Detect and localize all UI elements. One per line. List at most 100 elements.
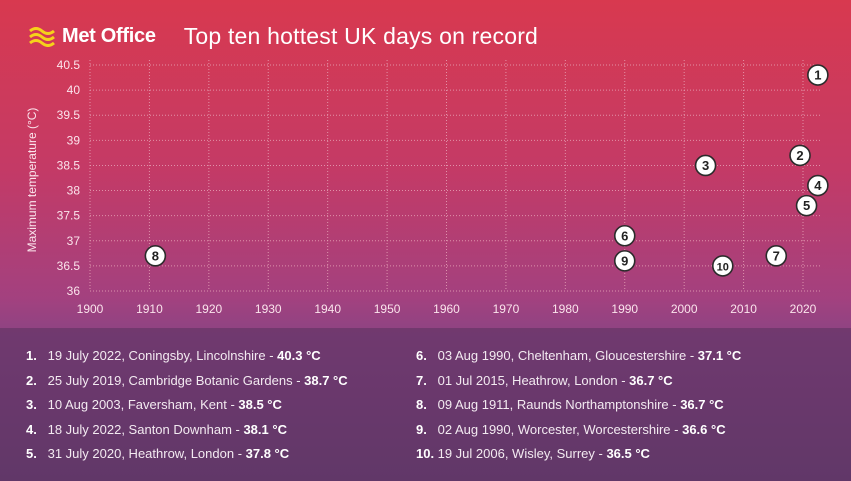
x-tick-label: 1930 xyxy=(255,302,282,316)
legend-item-text: 18 July 2022, Santon Downham - xyxy=(44,421,244,437)
data-point: 10 xyxy=(711,255,734,277)
y-tick-label: 38.5 xyxy=(57,158,81,172)
legend-item: 3. 10 Aug 2003, Faversham, Kent - 38.5 °… xyxy=(26,397,348,422)
legend-item-number: 4. xyxy=(26,421,37,437)
legend-item: 5. 31 July 2020, Heathrow, London - 37.8… xyxy=(26,446,348,471)
legend-panel: 1. 19 July 2022, Coningsby, Lincolnshire… xyxy=(0,328,851,481)
x-tick-label: 1980 xyxy=(552,302,579,316)
legend-item: 2. 25 July 2019, Cambridge Botanic Garde… xyxy=(26,373,348,398)
data-point-label: 7 xyxy=(773,248,780,263)
x-tick-label: 1900 xyxy=(77,302,104,316)
legend-item-text: 02 Aug 1990, Worcester, Worcestershire - xyxy=(434,421,683,437)
legend-item: 1. 19 July 2022, Coningsby, Lincolnshire… xyxy=(26,348,348,373)
legend-item-value: 38.1 °C xyxy=(243,421,287,437)
data-point: 1 xyxy=(807,64,829,86)
x-tick-label: 2000 xyxy=(671,302,698,316)
y-tick-label: 37 xyxy=(67,234,81,248)
data-point-marker xyxy=(789,144,811,167)
legend-item-number: 6. xyxy=(416,348,427,363)
y-axis-label: Maximum temperature (°C) xyxy=(25,108,39,253)
legend-column-right: 6. 03 Aug 1990, Cheltenham, Gloucestersh… xyxy=(416,348,741,471)
legend-item-text: 09 Aug 1911, Raunds Northamptonshire - xyxy=(434,397,681,412)
data-point-marker xyxy=(613,224,636,247)
legend-item-value: 37.8 °C xyxy=(245,446,290,461)
y-tick-label: 36 xyxy=(67,284,81,298)
y-tick-label: 36.5 xyxy=(57,259,81,273)
data-point: 6 xyxy=(613,224,636,247)
legend-item: 7. 01 Jul 2015, Heathrow, London - 36.7 … xyxy=(416,373,741,398)
legend-item-number: 1. xyxy=(26,348,37,363)
data-point-label: 8 xyxy=(152,248,159,263)
grid-layer xyxy=(89,60,820,292)
data-point-marker xyxy=(795,194,818,217)
legend-item-text: 19 Jul 2006, Wisley, Surrey - xyxy=(434,446,607,461)
data-point-marker xyxy=(807,64,829,86)
data-points: 1 2 3 45 6 7 8 9 10 xyxy=(144,64,829,277)
x-tick-label: 1960 xyxy=(433,302,460,316)
data-point-marker xyxy=(613,250,636,272)
legend-item: 9. 02 Aug 1990, Worcester, Worcestershir… xyxy=(416,422,741,447)
data-point-marker xyxy=(694,154,717,177)
y-tick-label: 39.5 xyxy=(57,108,81,122)
legend-item-number: 2. xyxy=(26,372,37,388)
legend-item-value: 37.1 °C xyxy=(697,348,742,363)
legend-item-text: 25 July 2019, Cambridge Botanic Gardens … xyxy=(44,372,305,388)
data-point-marker xyxy=(765,245,788,267)
y-tick-label: 37.5 xyxy=(57,209,81,223)
data-point-label: 2 xyxy=(796,148,803,163)
legend-item: 4. 18 July 2022, Santon Downham - 38.1 °… xyxy=(26,422,348,447)
y-tick-label: 40 xyxy=(67,83,81,97)
x-tick-label: 1970 xyxy=(493,302,520,316)
x-tick-label: 1950 xyxy=(374,302,401,316)
legend-item-value: 36.7 °C xyxy=(680,397,724,412)
legend-item-text: 31 July 2020, Heathrow, London - xyxy=(44,446,246,461)
data-point: 9 xyxy=(613,250,636,272)
y-tick-labels: 36 36.5 37 37.5 38 38.5 39 39.5 40 40.5 xyxy=(57,58,81,298)
data-point-label: 6 xyxy=(621,228,628,243)
legend-item-number: 3. xyxy=(26,397,37,412)
y-tick-label: 40.5 xyxy=(57,58,81,72)
legend-item-number: 7. xyxy=(416,372,427,388)
data-point-marker xyxy=(711,255,734,277)
data-point: 8 xyxy=(144,245,167,267)
legend-item-number: 9. xyxy=(416,421,427,437)
x-tick-label: 1910 xyxy=(136,302,163,316)
legend-item-value: 38.7 °C xyxy=(304,372,348,388)
x-tick-labels: 1900 1910 1920 1930 1940 1950 1960 1970 1980 1990… xyxy=(77,302,817,316)
data-point-label: 10 xyxy=(717,261,729,273)
data-point: 4 xyxy=(807,174,829,197)
legend-item-value: 36.5 °C xyxy=(606,446,650,461)
legend-item-text: 01 Jul 2015, Heathrow, London - xyxy=(434,372,630,388)
legend-item-text: 10 Aug 2003, Faversham, Kent - xyxy=(44,397,239,412)
legend-item-value: 38.5 °C xyxy=(238,397,282,412)
x-tick-label: 2020 xyxy=(790,302,817,316)
x-tick-label: 2010 xyxy=(730,302,757,316)
logo-text: Met Office xyxy=(62,24,156,47)
legend-item-text: 19 July 2022, Coningsby, Lincolnshire - xyxy=(44,348,278,363)
legend-item-value: 36.6 °C xyxy=(682,421,726,437)
legend-item-value: 36.7 °C xyxy=(629,372,673,388)
legend-item-number: 5. xyxy=(26,446,37,461)
legend-item-value: 40.3 °C xyxy=(277,348,321,363)
data-point: 7 xyxy=(765,245,788,267)
weather-lines-icon xyxy=(29,27,55,47)
data-point-label: 3 xyxy=(702,158,709,173)
header: Met Office Top ten hottest UK days on re… xyxy=(28,18,538,54)
legend-item: 8. 09 Aug 1911, Raunds Northamptonshire … xyxy=(416,397,741,422)
legend-item-text: 03 Aug 1990, Cheltenham, Gloucestershire… xyxy=(434,348,698,363)
legend-column-left: 1. 19 July 2022, Coningsby, Lincolnshire… xyxy=(26,348,348,471)
data-point-label: 4 xyxy=(814,178,822,193)
legend-item-number: 8. xyxy=(416,397,427,412)
data-point-label: 5 xyxy=(803,198,810,213)
y-tick-label: 39 xyxy=(67,133,81,147)
x-tick-label: 1990 xyxy=(611,302,638,316)
data-point: 2 xyxy=(789,144,811,167)
chart-title: Top ten hottest UK days on record xyxy=(183,22,539,49)
legend-item: 6. 03 Aug 1990, Cheltenham, Gloucestersh… xyxy=(416,348,741,373)
met-office-logo: Met Office xyxy=(28,25,156,48)
data-point-marker xyxy=(807,174,829,197)
y-tick-label: 38 xyxy=(67,184,81,198)
legend-item-number: 10. xyxy=(416,446,435,461)
